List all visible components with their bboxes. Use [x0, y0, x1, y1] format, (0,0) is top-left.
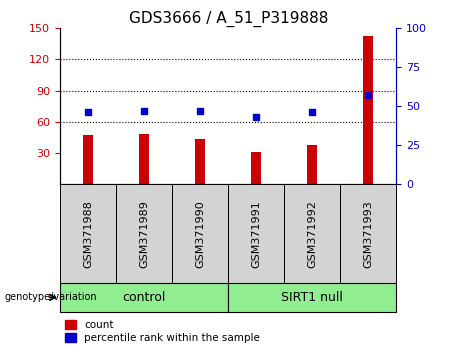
Legend: count, percentile rank within the sample: count, percentile rank within the sample — [65, 320, 260, 343]
Text: GSM371989: GSM371989 — [139, 200, 149, 268]
Bar — [139, 134, 149, 184]
Text: GSM371991: GSM371991 — [251, 200, 261, 268]
FancyBboxPatch shape — [172, 184, 228, 283]
Text: GSM371990: GSM371990 — [195, 200, 205, 268]
FancyBboxPatch shape — [116, 184, 172, 283]
Title: GDS3666 / A_51_P319888: GDS3666 / A_51_P319888 — [129, 11, 328, 27]
FancyBboxPatch shape — [60, 283, 228, 312]
FancyBboxPatch shape — [228, 283, 396, 312]
Text: SIRT1 null: SIRT1 null — [281, 291, 343, 304]
Text: GSM371993: GSM371993 — [363, 200, 373, 268]
FancyBboxPatch shape — [340, 184, 396, 283]
Bar — [307, 145, 317, 184]
Text: GSM371992: GSM371992 — [307, 200, 317, 268]
FancyBboxPatch shape — [284, 184, 340, 283]
Bar — [251, 152, 261, 184]
FancyBboxPatch shape — [60, 184, 116, 283]
Bar — [195, 139, 205, 184]
Bar — [363, 36, 373, 184]
FancyBboxPatch shape — [228, 184, 284, 283]
Text: genotype/variation: genotype/variation — [5, 292, 97, 302]
Text: control: control — [122, 291, 166, 304]
Bar — [83, 135, 93, 184]
Text: GSM371988: GSM371988 — [83, 200, 93, 268]
